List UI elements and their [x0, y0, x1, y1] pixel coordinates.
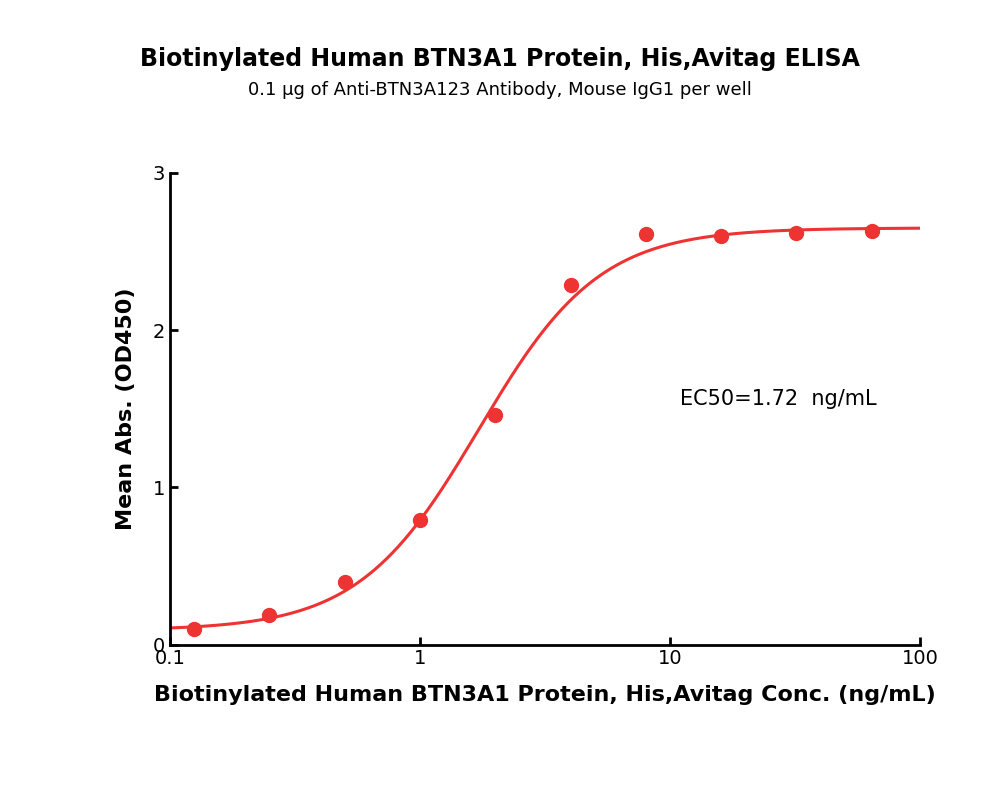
- Point: [412, 514, 428, 527]
- Point: [788, 226, 804, 239]
- Point: [337, 575, 353, 588]
- X-axis label: Biotinylated Human BTN3A1 Protein, His,Avitag Conc. (ng/mL): Biotinylated Human BTN3A1 Protein, His,A…: [154, 685, 936, 705]
- Point: [186, 623, 202, 635]
- Point: [563, 278, 579, 291]
- Point: [487, 409, 503, 421]
- Point: [864, 225, 880, 237]
- Point: [638, 228, 654, 241]
- Y-axis label: Mean Abs. (OD450): Mean Abs. (OD450): [116, 288, 136, 530]
- Text: 0.1 μg of Anti-BTN3A123 Antibody, Mouse IgG1 per well: 0.1 μg of Anti-BTN3A123 Antibody, Mouse …: [248, 82, 752, 99]
- Point: [261, 608, 277, 621]
- Text: Biotinylated Human BTN3A1 Protein, His,Avitag ELISA: Biotinylated Human BTN3A1 Protein, His,A…: [140, 47, 860, 71]
- Text: EC50=1.72  ng/mL: EC50=1.72 ng/mL: [680, 389, 877, 410]
- Point: [713, 230, 729, 242]
